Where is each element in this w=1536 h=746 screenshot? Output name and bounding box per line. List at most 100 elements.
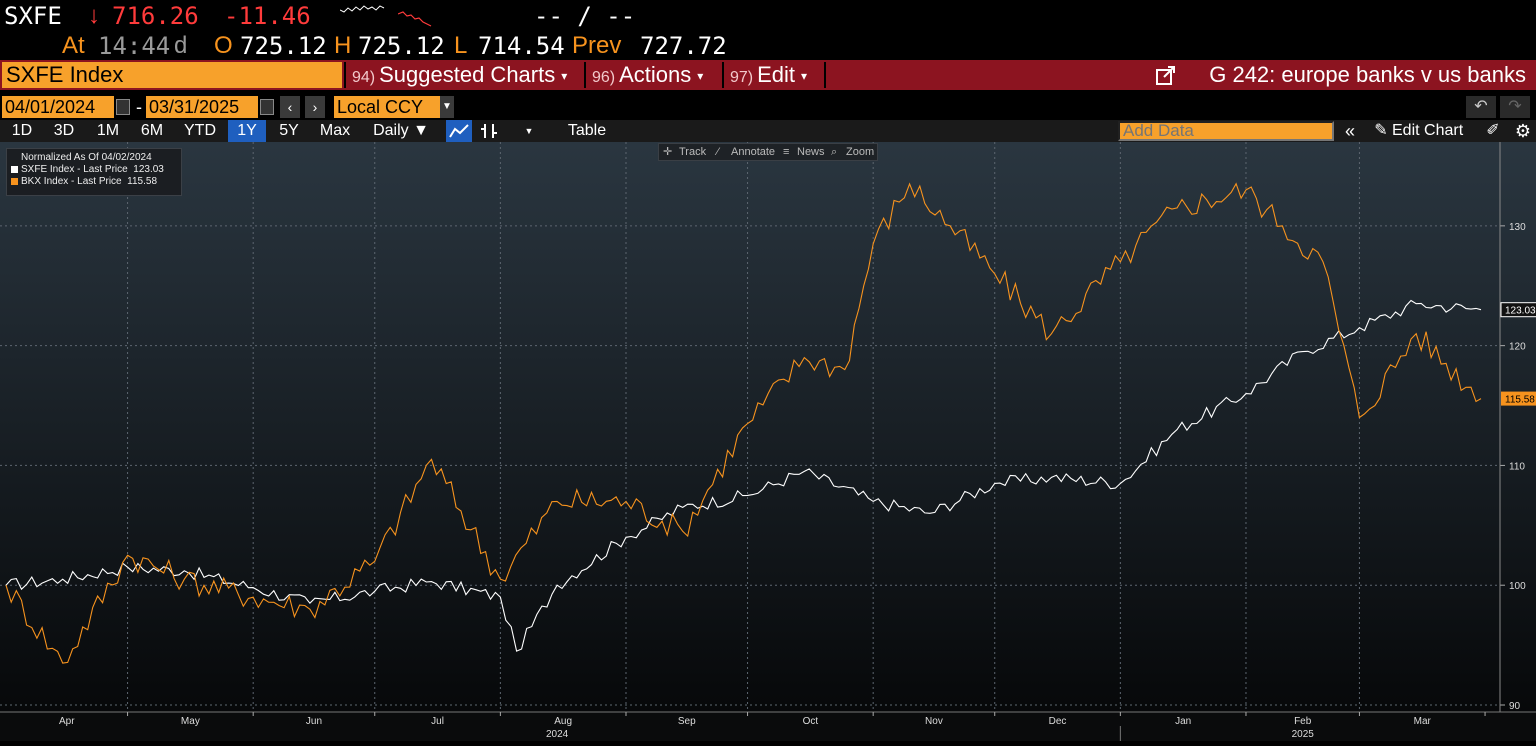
quote-time: 14:44 — [98, 32, 171, 60]
caret-down-icon: ▾ — [801, 69, 808, 84]
collapse-icon[interactable]: « — [1344, 121, 1355, 141]
calendar-icon[interactable] — [116, 99, 130, 115]
bkx-series-line — [5, 182, 1482, 664]
menu-number: 97) — [730, 69, 754, 86]
chart-canvas[interactable]: 90 100 110 120 130 Apr May Jun Jul Aug Sep Oct Nov De… — [0, 142, 1536, 741]
bid-ask: -- / -- — [534, 2, 636, 30]
undo-icon[interactable]: ↶ — [1466, 96, 1496, 118]
x-tick-label: May — [181, 716, 200, 727]
x-tick-label: Jul — [431, 716, 444, 727]
period-3d-button[interactable]: 3D — [53, 122, 75, 139]
sxfe-series-line — [5, 299, 1482, 652]
quote-last-price: 716.26 — [112, 2, 199, 30]
annotate-button[interactable]: Annotate — [731, 146, 776, 158]
period-1m-button[interactable]: 1M — [96, 122, 120, 139]
chart-tools-bar: ✛ Track ⁄ Annotate ≡ News ⌕ Zoom — [658, 143, 878, 161]
y-tick-label: 110 — [1509, 461, 1525, 472]
delay-flag: d — [174, 32, 188, 59]
period-6m-button[interactable]: 6M — [140, 122, 164, 139]
low-label: L — [454, 32, 468, 59]
period-max-button[interactable]: Max — [319, 122, 351, 139]
chart-background — [0, 142, 1536, 741]
actions-menu[interactable]: 96) Actions ▾ — [592, 60, 703, 90]
zoom-icon[interactable]: ⌕ — [831, 146, 838, 158]
period-ytd-button[interactable]: YTD — [184, 122, 216, 139]
trend-sparkline — [398, 11, 432, 27]
period-1y-button[interactable]: 1Y — [228, 120, 266, 142]
legend-entry-sxfe: SXFE Index - Last Price 123.03 — [11, 164, 181, 176]
calendar-icon[interactable] — [260, 99, 274, 115]
chart-series — [5, 182, 1482, 664]
x-tick-label: Dec — [1049, 716, 1067, 727]
chart-title: G 242: europe banks v us banks — [1209, 62, 1526, 87]
caret-down-icon: ▾ — [697, 69, 704, 84]
next-period-button[interactable]: › — [305, 96, 325, 118]
quote-change: -11.46 — [224, 2, 311, 30]
x-tick-label: Jun — [306, 716, 322, 727]
menu-label: Actions — [619, 62, 692, 87]
divider — [584, 62, 586, 88]
period-5y-button[interactable]: 5Y — [279, 122, 299, 139]
command-bar: SXFE Index 94) Suggested Charts ▾ 96) Actio… — [0, 60, 1536, 90]
x-tick-label: Apr — [59, 716, 75, 727]
edit-menu[interactable]: 97) Edit ▾ — [730, 60, 807, 90]
bar-chart-icon[interactable] — [476, 120, 502, 142]
x-tick-label: Feb — [1294, 716, 1312, 727]
x-year-label: 2025 — [1292, 729, 1315, 740]
suggested-charts-menu[interactable]: 94) Suggested Charts ▾ — [352, 60, 567, 90]
last-value-tag — [1501, 391, 1536, 406]
add-data-input[interactable] — [1118, 121, 1334, 141]
line-chart-icon[interactable] — [446, 120, 472, 142]
y-tick-label: 90 — [1509, 701, 1521, 712]
currency-dropdown-icon[interactable]: ▼ — [440, 96, 454, 118]
price-chart[interactable]: 90 100 110 120 130 Apr May Jun Jul Aug Sep Oct Nov De… — [0, 142, 1536, 741]
crosshair-icon[interactable]: ✛ — [663, 146, 673, 158]
table-button[interactable]: Table — [567, 122, 607, 139]
chart-toolbar: 1D 3D 1M 6M YTD 1Y 5Y Max Daily ▼ ▼ Tabl… — [0, 120, 1536, 142]
legend-value: 123.03 — [133, 164, 164, 175]
last-value-tag — [1500, 302, 1536, 318]
prev-label: Prev — [572, 32, 622, 59]
down-arrow-icon: ↓ — [88, 2, 100, 29]
chart-legend[interactable]: Normalized As Of 04/02/2024 SXFE Index -… — [6, 148, 182, 196]
at-label: At — [62, 32, 85, 59]
annotate-pencil-icon[interactable]: ⁄ — [717, 146, 719, 158]
high-value: 725.12 — [358, 32, 445, 60]
prev-period-button[interactable]: ‹ — [280, 96, 300, 118]
pencil-icon[interactable]: ✎ — [1374, 122, 1388, 139]
redo-icon[interactable]: ↷ — [1500, 96, 1530, 118]
frequency-select[interactable]: Daily ▼ — [373, 122, 429, 139]
news-icon[interactable]: ≡ — [783, 146, 790, 158]
x-tick-label: Jan — [1175, 716, 1191, 727]
y-tick-label: 120 — [1509, 342, 1526, 353]
high-label: H — [334, 32, 352, 59]
start-date-input[interactable]: 04/01/2024 — [2, 96, 114, 118]
track-button[interactable]: Track — [679, 146, 707, 158]
chart-grid — [0, 142, 1500, 712]
security-field[interactable]: SXFE Index — [2, 62, 342, 88]
legend-swatch — [11, 165, 18, 173]
menu-label: Edit — [757, 62, 796, 87]
currency-select[interactable]: Local CCY — [334, 96, 440, 118]
legend-label: BKX Index - Last Price — [21, 176, 122, 187]
period-1d-button[interactable]: 1D — [11, 122, 33, 139]
end-date-input[interactable]: 03/31/2025 — [146, 96, 258, 118]
quote-detail: At 14:44 d O 725.12 H 725.12 L 714.54 Pr… — [0, 32, 1536, 90]
gear-icon[interactable]: ⚙ — [1514, 121, 1532, 141]
open-value: 725.12 — [240, 32, 327, 60]
zoom-button[interactable]: Zoom — [846, 146, 875, 158]
quote-ticker: SXFE — [4, 2, 62, 30]
chart-settings-icon[interactable]: ✐ — [1486, 122, 1500, 139]
open-external-icon[interactable] — [1156, 65, 1176, 85]
y-tick-label: 100 — [1509, 581, 1526, 592]
legend-value: 115.58 — [127, 176, 158, 187]
divider — [344, 62, 346, 88]
divider — [824, 62, 826, 88]
menu-label: Suggested Charts — [379, 62, 556, 87]
edit-chart-button[interactable]: Edit Chart — [1392, 122, 1464, 139]
news-button[interactable]: News — [797, 146, 825, 158]
prev-value: 727.72 — [640, 32, 727, 60]
chart-type-dropdown-icon[interactable]: ▼ — [524, 126, 534, 136]
legend-entry-bkx: BKX Index - Last Price 115.58 — [11, 176, 181, 188]
x-axis-band — [0, 712, 1536, 741]
